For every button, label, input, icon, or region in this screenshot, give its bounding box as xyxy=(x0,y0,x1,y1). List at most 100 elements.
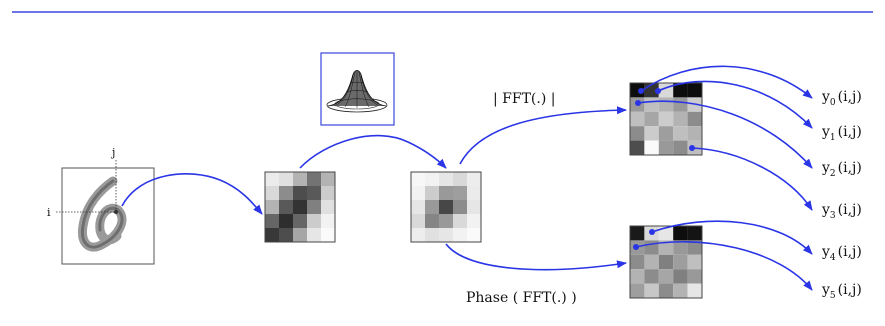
output-y5-label: y5 (i,j) xyxy=(821,282,862,301)
windowed-patch-cell xyxy=(439,186,453,200)
local-patch-cell xyxy=(307,186,321,200)
fft-phase-cell xyxy=(658,226,674,241)
fft-phase-cell xyxy=(673,269,688,284)
local-patch-cell xyxy=(321,186,335,200)
fft-phase-cell xyxy=(673,240,688,255)
output-y1-label: y1 (i,j) xyxy=(821,124,862,143)
local-patch-cell xyxy=(279,172,293,186)
arrow-patch-to-window xyxy=(299,134,447,169)
local-patch-cell xyxy=(293,200,307,214)
fft-magnitude-cell xyxy=(658,111,674,127)
fft-phase-cell xyxy=(630,269,645,284)
fft-magnitude-cell xyxy=(673,97,688,112)
local-patch-cell xyxy=(307,200,321,214)
fft-phase-cell xyxy=(644,269,659,284)
arrow-y5 xyxy=(635,241,813,291)
local-patch-cell xyxy=(293,228,307,242)
fft-phase-cell xyxy=(658,240,674,255)
i-label: i xyxy=(47,206,51,219)
fft-phase-cell xyxy=(630,283,645,298)
fft-phase-cell xyxy=(687,283,702,298)
windowed-patch-cell xyxy=(439,172,453,186)
windowed-patch-cell xyxy=(411,214,425,228)
fft-magnitude-cell xyxy=(673,140,688,155)
fft-magnitude-cell xyxy=(673,83,688,98)
output-y4-label: y4 (i,j) xyxy=(821,244,862,263)
windowed-patch-cell xyxy=(425,200,439,214)
arrow-y4 xyxy=(651,220,813,255)
output-y3-label: y3 (i,j) xyxy=(821,202,862,221)
windowed-patch-cell xyxy=(467,200,481,214)
fft-magnitude-cell xyxy=(673,111,688,127)
windowed-patch-cell xyxy=(425,186,439,200)
fft-magnitude-label: | FFT(.) | xyxy=(493,91,555,107)
fft-magnitude-cell xyxy=(630,126,645,141)
windowed-patch-cell xyxy=(439,214,453,228)
windowed-patch-cell xyxy=(453,200,467,214)
local-patch-cell xyxy=(293,172,307,186)
windowed-patch-cell xyxy=(453,172,467,186)
windowed-patch-cell xyxy=(425,172,439,186)
windowed-patch-cell xyxy=(467,172,481,186)
windowed-patch-cell xyxy=(411,228,425,242)
fft-phase-cell xyxy=(687,269,702,284)
phase-label: Phase ( FFT(.) ) xyxy=(466,290,577,306)
windowed-patch-cell xyxy=(425,214,439,228)
fft-magnitude-cell xyxy=(644,140,659,155)
arrow-y0 xyxy=(640,65,813,99)
local-patch-grid xyxy=(265,172,335,242)
local-patch-cell xyxy=(321,228,335,242)
fft-phase-cell xyxy=(687,254,702,270)
windowed-patch-cell xyxy=(411,186,425,200)
fft-phase-cell xyxy=(644,283,659,298)
fft-phase-cell xyxy=(658,254,674,270)
fft-phase-cell xyxy=(658,283,674,298)
fft-phase-cell xyxy=(644,254,659,270)
windowed-patch-cell xyxy=(467,186,481,200)
fft-magnitude-cell xyxy=(630,140,645,155)
fft-magnitude-cell xyxy=(644,97,659,112)
fft-magnitude-cell xyxy=(687,111,702,127)
fft-magnitude-cell xyxy=(687,83,702,98)
local-patch-cell xyxy=(321,200,335,214)
windowed-patch-cell xyxy=(453,228,467,242)
windowed-patch-cell xyxy=(467,214,481,228)
output-y2-label: y2 (i,j) xyxy=(821,160,862,179)
arrow-y3 xyxy=(691,147,813,211)
local-patch-cell xyxy=(321,172,335,186)
fft-phase-cell xyxy=(630,226,645,241)
fft-magnitude-cell xyxy=(630,111,645,127)
windowed-patch-cell xyxy=(411,172,425,186)
digit-image xyxy=(56,160,155,265)
fft-magnitude-cell xyxy=(658,97,674,112)
fft-magnitude-cell xyxy=(644,111,659,127)
fft-phase-cell xyxy=(658,269,674,284)
windowed-patch-cell xyxy=(411,200,425,214)
local-patch-cell xyxy=(265,172,279,186)
gaussian-surface-icon xyxy=(320,52,395,126)
fft-phase-cell xyxy=(687,226,702,241)
arrow-to-fft-phase xyxy=(445,243,627,271)
local-patch-cell xyxy=(265,214,279,228)
output-labels: y0 (i,j) y1 (i,j) y2 (i,j) y3 (i,j) y4 (i,j) y5 (i,… xyxy=(821,89,862,301)
arrow-to-fft-magnitude xyxy=(459,106,627,165)
local-patch-cell xyxy=(265,200,279,214)
local-patch-cell xyxy=(265,186,279,200)
windowed-patch-cell xyxy=(453,214,467,228)
local-patch-cell xyxy=(279,200,293,214)
fft-phase-grid xyxy=(630,226,702,298)
fft-phase-cell xyxy=(673,283,688,298)
local-patch-cell xyxy=(307,228,321,242)
local-patch-cell xyxy=(279,186,293,200)
local-patch-cell xyxy=(279,228,293,242)
windowed-patch-cell xyxy=(439,200,453,214)
arrow-y1 xyxy=(657,80,813,129)
local-patch-cell xyxy=(279,214,293,228)
arrow-digit-to-patch xyxy=(121,173,263,215)
fft-magnitude-cell xyxy=(687,126,702,141)
local-patch-cell xyxy=(293,214,307,228)
windowed-patch-cell xyxy=(467,228,481,242)
local-patch-cell xyxy=(307,214,321,228)
fft-phase-cell xyxy=(630,254,645,270)
